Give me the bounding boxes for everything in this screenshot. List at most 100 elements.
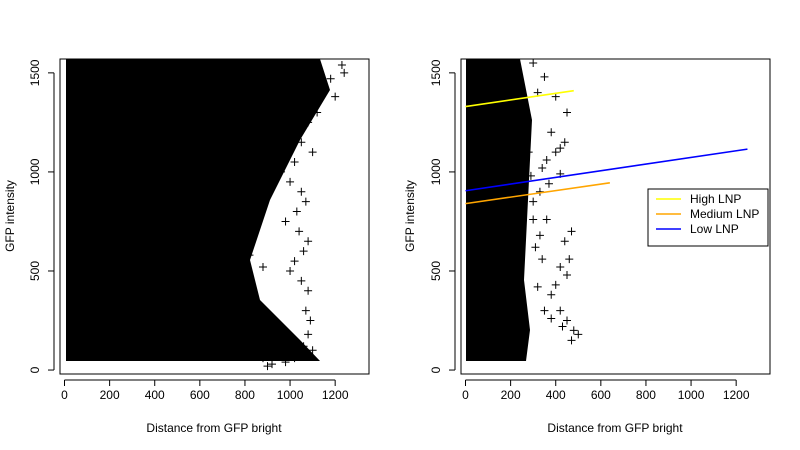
scatter-point [177,322,186,331]
scatter-point [297,187,306,196]
scatter-point [308,78,317,87]
scatter-point [227,187,236,196]
x-tick-label: 1200 [723,388,750,402]
x-tick-label: 600 [591,388,611,402]
scatter-point [297,138,306,147]
scatter-points [146,59,349,371]
x-tick-label: 200 [501,388,521,402]
y-axis-label: GFP intensity [403,180,417,252]
scatter-point [268,128,277,137]
scatter-point [218,112,227,121]
scatter-point [218,336,227,345]
y-tick-label: 1000 [429,158,443,185]
scatter-point [297,276,306,285]
scatter-point [168,306,177,315]
legend-label: Medium LNP [690,207,759,221]
plot-frame [59,58,370,375]
scatter-point [313,108,322,117]
scatter-point [529,215,538,224]
scatter-point [560,237,569,246]
scatter-point [563,108,572,117]
scatter-point [231,239,240,248]
scatter-point [182,247,191,256]
scatter-point [292,207,301,216]
scatter-point [236,92,245,101]
scatter-point [574,330,583,339]
scatter-point [146,195,155,204]
scatter-point [535,231,544,240]
scatter-point [297,98,306,107]
x-tick-label: 400 [546,388,566,402]
scatter-point [245,82,254,91]
scatter-point [218,296,227,305]
scatter-point [551,280,560,289]
scatter-point [252,342,261,351]
x-axis-label: Distance from GFP bright [547,421,683,435]
scatter-point [299,247,308,256]
scatter-point [308,346,317,355]
right-scatter-panel: 0 200 400 600 800 1000 1200 0 500 1000 1500 Dista… [403,58,771,435]
scatter-point [542,215,551,224]
scatter-point [263,362,272,371]
scatter-point [540,306,549,315]
scatter-point [240,167,249,176]
x-axis: 0 200 400 600 800 1000 1200 [462,379,750,402]
scatter-point [177,239,186,248]
scatter-point [326,74,335,83]
scatter-point [191,142,200,151]
scatter-point [340,68,349,77]
y-tick-label: 0 [429,366,443,373]
scatter-point [277,167,286,176]
scatter-point [290,257,299,266]
scatter-point [150,203,159,212]
x-axis: 0 200 400 600 800 1000 1200 [61,379,349,402]
x-tick-label: 0 [462,388,469,402]
scatter-point [240,326,249,335]
scatter-point [538,255,547,264]
scatter-point [331,92,340,101]
scatter-point [200,132,209,141]
scatter-point [337,60,346,69]
x-tick-label: 600 [190,388,210,402]
scatter-point [301,306,310,315]
scatter-point [544,179,553,188]
scatter-point [286,128,295,137]
scatter-point [272,59,281,67]
regression-lines [465,89,748,205]
scatter-point [258,354,267,363]
scatter-point [538,163,547,172]
scatter-point [286,266,295,275]
scatter-point [301,197,310,206]
series-line-high-lnp [465,89,574,108]
scatter-point [229,346,238,355]
scatter-point [209,122,218,131]
scatter-point [164,221,173,230]
scatter-point [186,336,195,345]
scatter-point [189,255,198,264]
y-tick-label: 1500 [28,59,42,86]
scatter-point [254,72,263,81]
scatter-point [295,227,304,236]
scatter-point [542,156,551,165]
x-tick-label: 1200 [322,388,349,402]
scatter-point [565,255,574,264]
scatter-point [299,342,308,351]
x-tick-label: 1000 [678,388,705,402]
scatter-point [529,59,538,67]
scatter-point [563,270,572,279]
scatter-point [308,148,317,157]
scatter-point [207,280,216,289]
scatter-point [227,102,236,111]
scatter-point [563,316,572,325]
y-axis: 0 500 1000 1500 [28,59,55,373]
scatter-point [290,158,299,167]
scatter-point [204,203,213,212]
scatter-point [540,72,549,81]
scatter-points [517,59,583,345]
x-tick-label: 1000 [277,388,304,402]
y-axis: 0 500 1000 1500 [429,59,456,373]
scatter-point [218,227,227,236]
scatter-point [556,263,565,272]
plot-frame [460,58,771,375]
